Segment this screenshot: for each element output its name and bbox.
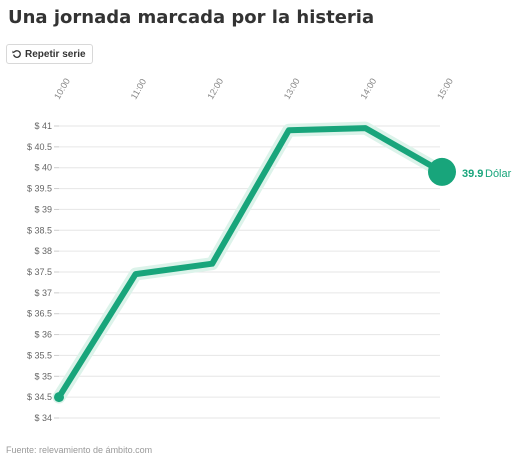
y-tick-label: $ 34.5	[27, 392, 52, 402]
y-tick-label: $ 40.5	[27, 142, 52, 152]
series-start-point	[54, 392, 64, 402]
grid-lines	[59, 126, 440, 418]
y-tick-label: $ 38.5	[27, 225, 52, 235]
y-tick-label: $ 39	[34, 204, 52, 214]
x-tick-label: 10:00	[52, 76, 72, 101]
series-glow	[59, 128, 442, 397]
y-tick-label: $ 36.5	[27, 309, 52, 319]
y-tick-label: $ 34	[34, 413, 52, 423]
y-tick-label: $ 38	[34, 246, 52, 256]
y-tick-label: $ 39.5	[27, 184, 52, 194]
series-layer	[54, 128, 456, 402]
x-tick-label: 13:00	[282, 76, 302, 101]
y-tick-label: $ 36	[34, 330, 52, 340]
y-tick-label: $ 37	[34, 288, 52, 298]
end-unit-label: Dólar	[485, 168, 512, 180]
y-tick-label: $ 35	[34, 371, 52, 381]
series-line	[59, 128, 442, 397]
y-tick-label: $ 41	[34, 121, 52, 131]
y-tick-label: $ 40	[34, 163, 52, 173]
source-note: Fuente: relevamiento de ámbito.com	[6, 445, 152, 455]
x-tick-label: 15:00	[435, 76, 455, 101]
x-tick-label: 11:00	[129, 77, 149, 101]
x-tick-label: 14:00	[358, 76, 378, 101]
x-axis: 10:00 11:00 12:00 13:00 14:00 15:00	[52, 76, 455, 101]
x-tick-label: 12:00	[205, 76, 225, 101]
end-label: 39.9 Dólar	[462, 168, 512, 180]
series-end-point	[428, 158, 456, 186]
y-tick-label: $ 37.5	[27, 267, 52, 277]
end-value-label: 39.9	[462, 168, 483, 180]
y-tick-label: $ 35.5	[27, 350, 52, 360]
y-axis: $ 34 $ 34.5 $ 35 $ 35.5 $ 36 $ 36.5 $ 37 $ 37.5…	[27, 121, 59, 423]
